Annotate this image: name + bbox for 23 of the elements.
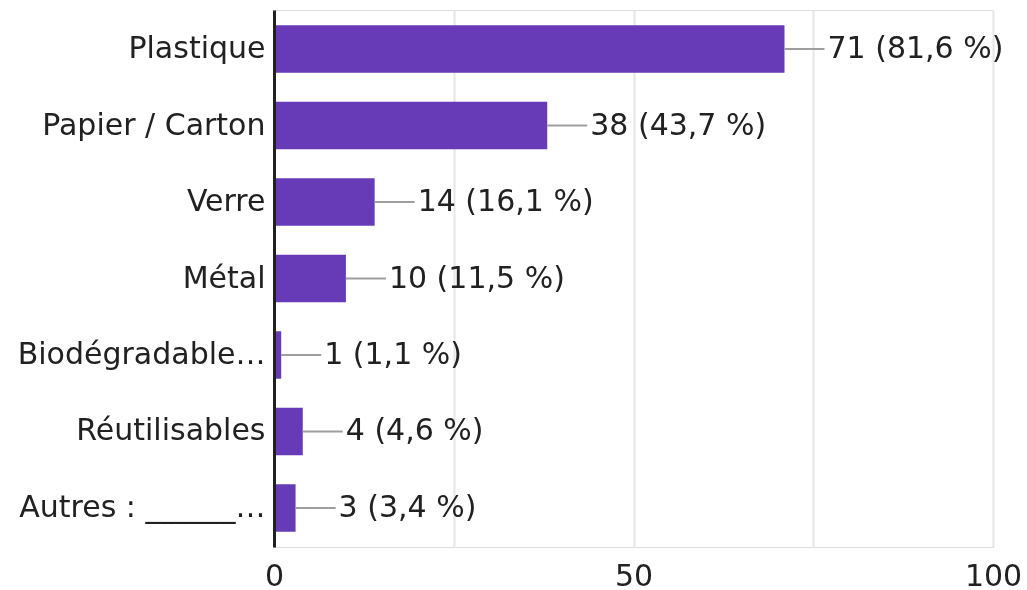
bar: [274, 25, 785, 73]
data-label: 38 (43,7 %): [590, 106, 767, 142]
x-tick-label: 100: [964, 557, 1023, 590]
bar: [274, 484, 296, 532]
y-tick-label: Réutilisables: [76, 412, 266, 448]
y-tick-label: Autres : ______…: [19, 488, 266, 524]
y-tick-label: Biodégradable…: [17, 336, 266, 371]
bar: [274, 407, 303, 456]
x-tick-label: 50: [614, 557, 654, 590]
data-label: 3 (3,4 %): [338, 488, 477, 524]
x-tick-label: 0: [264, 557, 285, 590]
bar: [274, 254, 346, 303]
y-tick-label: Papier / Carton: [42, 106, 266, 142]
bar: [274, 101, 548, 150]
data-label: 4 (4,6 %): [345, 412, 484, 448]
y-tick-label: Verre: [186, 183, 266, 218]
y-tick-label: Métal: [182, 259, 266, 295]
y-tick-label: Plastique: [128, 30, 266, 66]
data-label: 71 (81,6 %): [827, 30, 1004, 66]
data-label: 14 (16,1 %): [417, 183, 594, 218]
bar: [274, 178, 375, 226]
data-label: 1 (1,1 %): [324, 336, 462, 371]
data-label: 10 (11,5 %): [388, 259, 565, 295]
